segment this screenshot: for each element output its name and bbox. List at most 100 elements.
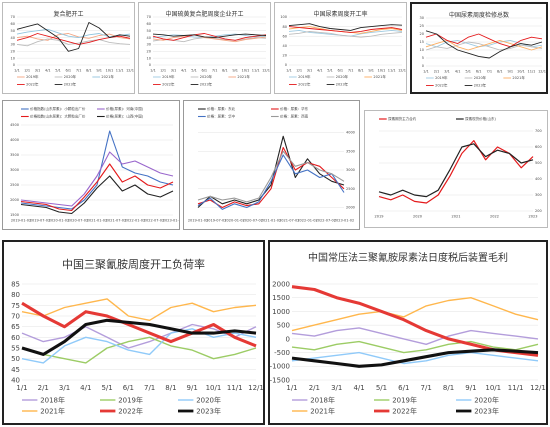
x-tick-label: 4/1: [80, 384, 91, 392]
x-tick-label: 1/1: [423, 70, 429, 74]
x-tick-label: 3/1: [59, 384, 70, 392]
legend-label: 2023年: [64, 82, 77, 87]
y-tick-label: 500: [277, 322, 290, 330]
legend-label: 2022年: [118, 406, 143, 415]
legend-label: 尿素期货主力合约: [388, 116, 416, 121]
chart-title: 复合肥开工: [53, 11, 84, 18]
y-tick-label: 0: [13, 63, 15, 67]
y-tick-label: 10: [147, 56, 151, 60]
x-tick-label: 10/1: [242, 69, 250, 73]
legend-label: 2020年: [64, 74, 77, 79]
y-tick-label: 65: [11, 323, 20, 331]
y-tick-label: 500: [535, 161, 542, 165]
series-line: [21, 298, 257, 322]
y-tick-label: 45: [11, 366, 20, 374]
x-tick-label: 12/1: [248, 384, 263, 392]
x-tick-label: 2022-07-02: [316, 219, 336, 223]
x-tick-label: 2020-01-02: [224, 219, 244, 223]
y-tick-label: 10: [420, 48, 424, 52]
series-line: [152, 33, 267, 41]
y-tick-label: 25: [420, 24, 424, 28]
panel-p3: 中国尿素周度开工率 100 80 60 40 20 0 1/1 2/1 3/1 4/1 5/1 6/1…: [274, 2, 407, 94]
x-tick-label: 10/1: [517, 70, 525, 74]
y-tick-label: 2500: [10, 183, 19, 187]
series-line: [288, 26, 403, 33]
y-tick-label: 70: [11, 15, 15, 19]
y-tick-label: 40: [283, 44, 287, 48]
panel-p9: 中国常压法三聚氰胺尿素法日度税后装置毛利 2000 1500 1000 500 0 -50…: [268, 240, 548, 425]
y-tick-label: 2000: [346, 206, 355, 210]
x-tick-label: 9/1: [232, 69, 238, 73]
series-line: [425, 30, 543, 59]
legend-label: 2020年: [474, 395, 499, 404]
y-tick-label: 30: [11, 43, 15, 47]
x-tick-label: 5/1: [376, 384, 387, 392]
x-tick-label: 12/1: [530, 384, 546, 392]
legend-label: 价格：尿素：华东: [280, 106, 308, 111]
series-line: [21, 328, 257, 364]
chart-p3: 100 80 60 40 20 0 1/1 2/1 3/1 4/1 5/1 6/1 7/1 8/1 9/1 1…: [280, 15, 406, 86]
x-tick-label: 2023-01-02: [334, 219, 354, 223]
y-tick-label: 20: [147, 50, 151, 54]
y-tick-label: 60: [283, 34, 287, 38]
x-tick-label: 2023: [529, 215, 538, 219]
y-tick-label: 600: [535, 145, 542, 149]
y-tick-label: 80: [283, 25, 287, 29]
x-tick-label: 11/1: [388, 69, 396, 73]
x-tick-label: 4/1: [45, 69, 51, 73]
y-tick-label: 50: [147, 29, 151, 33]
x-tick-label: 11/1: [528, 70, 536, 74]
x-tick-label: 1/1: [16, 384, 27, 392]
x-tick-label: 2/1: [38, 384, 49, 392]
x-tick-label: 6/1: [66, 69, 72, 73]
x-tick-label: 2019-07-02: [30, 219, 50, 223]
x-tick-label: 9/1: [187, 384, 198, 392]
x-tick-label: 11/1: [227, 384, 243, 392]
x-tick-label: 8/1: [358, 69, 364, 73]
legend-label: 价格(尿素)：河南(中国): [106, 106, 144, 111]
x-tick-label: 12/1: [262, 69, 270, 73]
y-tick-label: 700: [535, 129, 542, 133]
legend-label: 2023年: [474, 406, 499, 415]
y-tick-label: 5: [422, 56, 424, 60]
panel-p4: 中国尿素周度检修总数 30 25 20 15 10 5 0 1/1 2/1 3/1 4/1 5/1 6/…: [410, 2, 548, 94]
legend-label: 2020年: [474, 75, 487, 80]
x-tick-label: 6/1: [398, 384, 409, 392]
legend-label: 2022年: [162, 82, 175, 87]
chart-title: 中国常压法三聚氰胺尿素法日度税后装置毛利: [308, 253, 508, 264]
series-line: [20, 130, 174, 210]
series-line: [152, 33, 267, 39]
y-tick-label: 3500: [346, 149, 355, 153]
x-tick-label: 10/1: [206, 384, 222, 392]
x-tick-label: 1/1: [14, 69, 20, 73]
legend-label: 2022年: [26, 82, 39, 87]
series-line: [16, 33, 131, 41]
legend-label: 价格：尿素：东北: [207, 106, 235, 111]
series-line: [291, 340, 539, 354]
panel-p1: 复合肥开工 70 60 50 40 30 20 10 0 1/1 2/1 3/1 4/1 5/1 6/1 7…: [2, 2, 135, 94]
y-tick-label: 4000: [10, 138, 19, 142]
y-tick-label: 20: [420, 32, 424, 36]
series-line: [20, 151, 174, 207]
chart-title: 中国尿素周度开工率: [313, 11, 368, 18]
series-line: [291, 327, 539, 346]
x-tick-label: 2020-07-02: [243, 219, 263, 223]
x-tick-label: 2022: [490, 215, 499, 219]
x-tick-label: 2019: [375, 215, 384, 219]
legend-label: 2018年: [40, 395, 65, 404]
legend-label: 2020年: [336, 74, 349, 79]
y-tick-label: 200: [535, 209, 542, 213]
x-tick-label: 1/1: [150, 69, 156, 73]
x-tick-label: 6/1: [123, 384, 134, 392]
y-tick-label: 30: [147, 43, 151, 47]
legend-label: 2020年: [196, 395, 221, 404]
x-tick-label: 3/1: [35, 69, 41, 73]
y-tick-label: 20: [11, 50, 15, 54]
chart-p2: 70 60 50 40 30 20 10 0 1/1 2/1 3/1 4/1 5/1 6/1 7/1 8/1 9…: [147, 15, 270, 87]
legend-label: 2019年: [435, 75, 448, 80]
series-line: [21, 301, 257, 348]
x-tick-label: 8/1: [86, 69, 92, 73]
series-line: [288, 30, 403, 38]
legend-label: 2021年: [40, 406, 65, 415]
legend-label: 价格：尿素：西南: [280, 114, 308, 119]
